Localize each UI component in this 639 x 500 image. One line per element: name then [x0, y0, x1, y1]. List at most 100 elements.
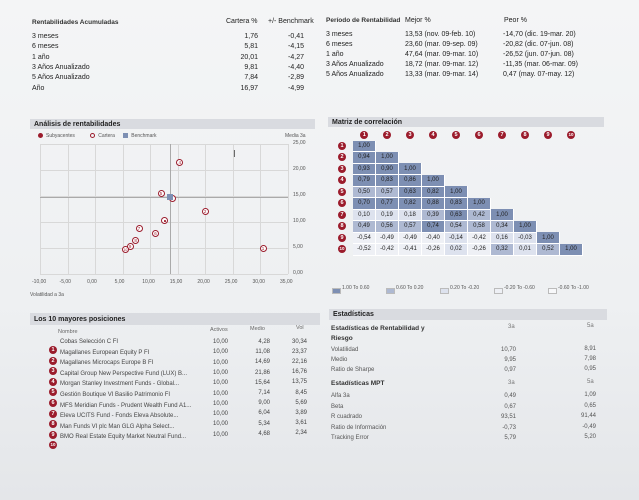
matrix-col-badge: 2 [383, 131, 391, 140]
estadistica-mpt-label: Ratio de Información [331, 424, 387, 431]
matrix-empty-cell [468, 152, 491, 164]
rent-acum-cartera: 7,84 [244, 74, 258, 82]
subyacente-point[interactable]: 1 [259, 244, 267, 252]
estadistica-5a: 0,95 [584, 366, 596, 372]
matrix-cell: 0,56 [375, 220, 399, 233]
estadistica-mpt-5a: 1,09 [584, 392, 596, 398]
matrix-cell: -0,40 [421, 232, 445, 244]
estadistica-mpt-3a: 0,49 [504, 393, 516, 399]
posicion-badge: 1 [49, 338, 57, 356]
matrix-cell: 0,49 [353, 220, 376, 233]
posicion-badge-num: 10 [49, 441, 57, 450]
posiciones-header: Los 10 mayores posiciones [30, 313, 320, 325]
posicion-medio: 14,69 [254, 359, 270, 366]
matrix-empty-cell [399, 152, 422, 164]
matrix-empty-cell [537, 209, 560, 221]
posicion-vol: 3,89 [295, 409, 307, 416]
periodo-col-peor: Peor % [504, 17, 527, 24]
matrix-cell: 0,83 [444, 197, 468, 210]
matrix-cell: 0,10 [353, 209, 376, 221]
matrix-cell: 0,79 [353, 174, 376, 187]
estadistica-mpt-label: Beta [331, 403, 344, 410]
matrix-row: 2 0,94 1,00 [331, 151, 583, 164]
matrix-header-row: 1 2 3 4 5 6 7 8 9 10 [331, 130, 583, 141]
rent-acum-cartera: 5,81 [244, 43, 258, 51]
estadistica-mpt-5a: 91,44 [580, 413, 596, 419]
analisis-x-title: Volatilidad a 3a [30, 292, 64, 298]
matrix-empty-cell [422, 152, 445, 164]
x-gridline [288, 144, 289, 274]
matrix-empty-cell [468, 141, 491, 152]
posicion-badge: 4 [49, 370, 57, 388]
matrix-empty-cell [514, 163, 537, 175]
rent-acum-benchmark: -2,89 [288, 74, 304, 82]
posicion-badge: 8 [49, 412, 57, 430]
benchmark-point[interactable] [167, 194, 174, 201]
x-gridline [40, 144, 41, 274]
matrix-empty-cell [376, 141, 399, 152]
point-label: 1 [261, 245, 265, 251]
cartera-point[interactable] [161, 217, 169, 225]
posicion-badge-num: 3 [49, 367, 57, 376]
matrix-empty-cell [445, 141, 468, 152]
matrix-col-badge: 8 [521, 131, 529, 140]
posicion-medio: 15,64 [254, 379, 270, 386]
point-label: 9 [128, 244, 132, 250]
subyacente-point[interactable]: 5 [157, 190, 165, 198]
rent-acum-benchmark: -4,15 [288, 43, 304, 51]
rent-acum-cartera: 20,01 [240, 53, 258, 61]
matrix-empty-cell [537, 152, 560, 164]
posicion-activos: 10,00 [213, 359, 229, 366]
matrix-cell: 0,77 [375, 197, 399, 210]
posicion-vol: 13,75 [291, 379, 307, 386]
estadisticas-mpt-title: Estadísticas MPT [331, 380, 385, 387]
posicion-vol: 5,69 [295, 399, 307, 406]
x-gridline [150, 144, 152, 274]
posicion-vol: 23,37 [291, 349, 307, 356]
posiciones-col-medio: Medio [250, 326, 265, 332]
matrix-col-header: 4 [422, 130, 445, 141]
matrix-col-badge: 6 [475, 131, 483, 140]
subyacente-point[interactable]: 6 [152, 229, 160, 237]
matrix-row: 7 0,10 0,19 0,18 0,39 0,63 0,42 1,00 [331, 209, 583, 221]
x-tick-label: 30,00 [252, 279, 265, 285]
posicion-badge-num: 1 [49, 346, 57, 354]
correlation-legend-label: 1.00 To 0.60 [342, 285, 370, 291]
periodo-label: 5 Años Anualizado [326, 71, 384, 78]
legend-benchmark: Benchmark [131, 132, 157, 139]
posicion-badge: 3 [49, 359, 57, 377]
periodo-peor: -20,82 (dic. 07-jun. 08) [503, 40, 574, 48]
rent-acum-label: Año [32, 84, 45, 92]
x-tick-label: 10,00 [142, 279, 155, 285]
y-tick-label: 15,00 [293, 192, 306, 198]
matrix-row-badge: 6 [338, 199, 346, 208]
posicion-activos: 10,00 [213, 421, 229, 428]
subyacente-point[interactable]: 4 [176, 159, 184, 167]
matrix-row: 1 1,00 [331, 140, 583, 152]
matrix-empty-cell [514, 209, 537, 221]
matrix-cell: 1,00 [490, 209, 514, 221]
posicion-name: Eleva UCITS Fund - Fonds Eleva Absolute.… [60, 413, 179, 420]
subyacente-point[interactable]: 7 [135, 224, 143, 232]
posicion-badge: 10 [49, 433, 57, 451]
point-label: 2 [203, 209, 207, 215]
estadisticas-header: Estadísticas [329, 309, 607, 320]
matrix-col-header: 5 [445, 130, 468, 141]
subyacente-point[interactable]: 2 [201, 208, 209, 216]
subyacente-point[interactable]: 8 [132, 237, 140, 245]
rent-acum-label: 6 meses [32, 43, 59, 51]
subyacente-point[interactable]: 10 [122, 245, 130, 253]
posicion-vol: 3,61 [295, 419, 307, 426]
estadisticas-title: Estadísticas [333, 311, 374, 318]
x-gridline [260, 144, 262, 274]
matrix-row-header: 10 [331, 244, 353, 256]
text-cursor-icon: I [233, 149, 236, 160]
estadistica-label: Medio [331, 357, 348, 363]
rent-acum-label: 3 Años Anualizado [32, 63, 90, 71]
posicion-activos: 10,00 [213, 349, 229, 356]
estadistica-mpt-3a: 0,67 [504, 403, 516, 410]
x-gridline [95, 144, 97, 274]
matrix-empty-cell [537, 198, 560, 210]
matrix-col-badge: 3 [406, 131, 414, 140]
matrix-empty-cell [491, 198, 514, 210]
